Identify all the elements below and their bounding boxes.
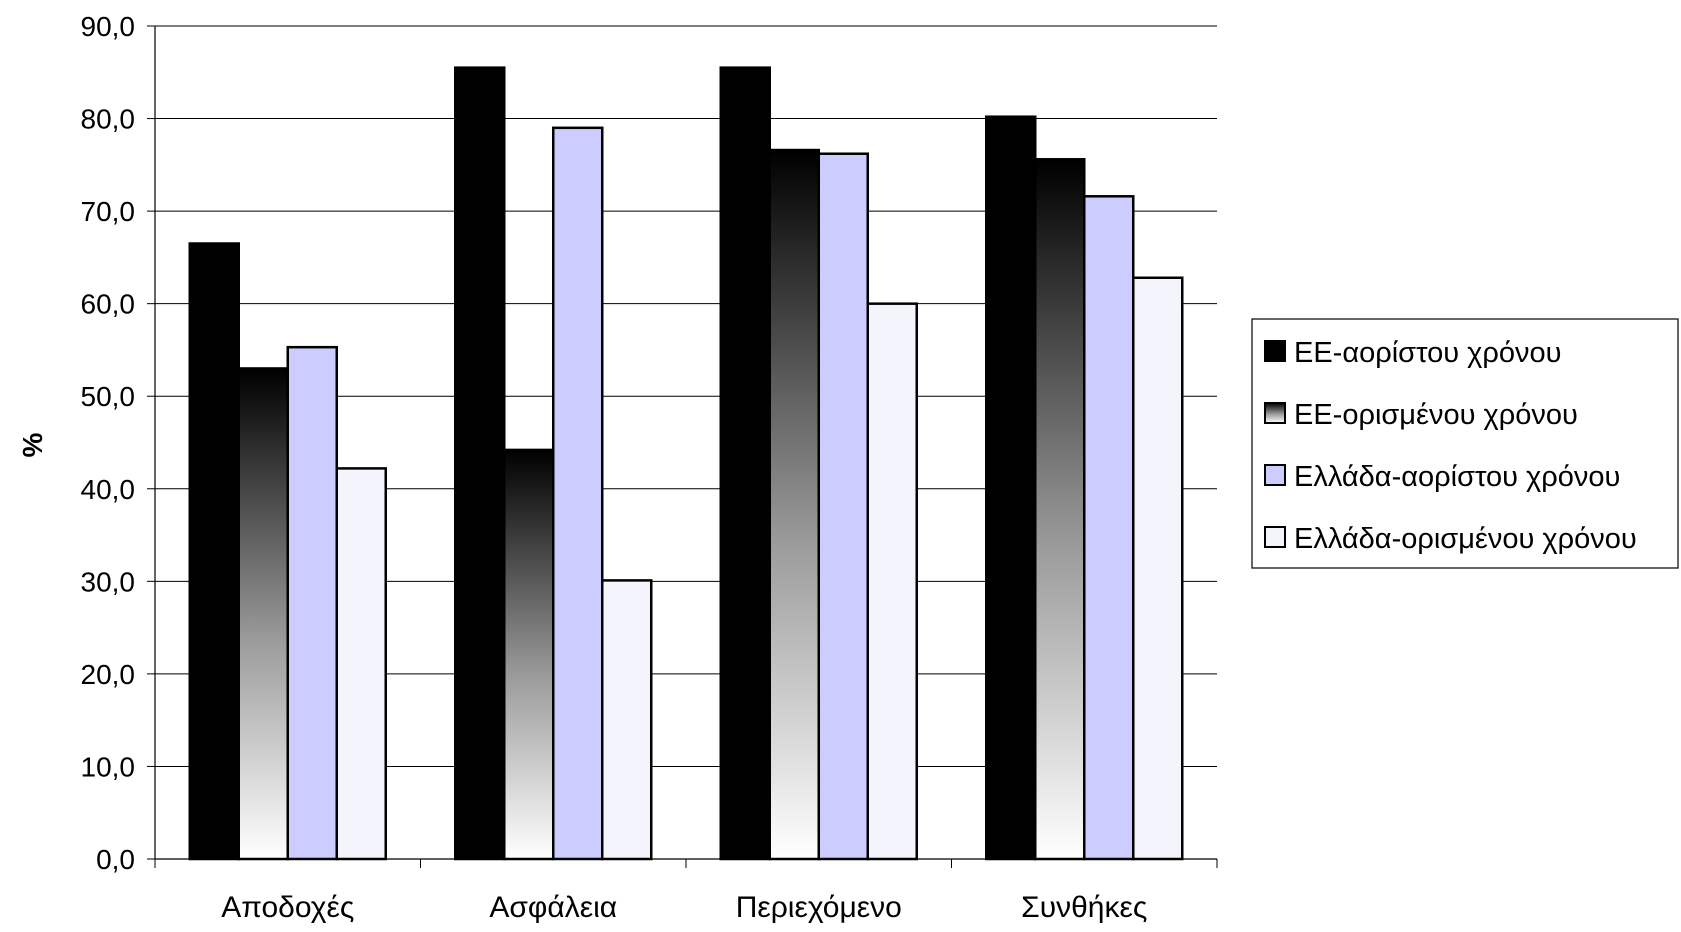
axes bbox=[147, 25, 1218, 868]
y-tick-label: 60,0 bbox=[81, 289, 136, 320]
bar bbox=[1083, 195, 1135, 861]
y-axis-title: % bbox=[17, 432, 48, 457]
y-tick-label: 10,0 bbox=[81, 751, 136, 782]
y-tick-label: 40,0 bbox=[81, 474, 136, 505]
bar bbox=[866, 302, 918, 861]
bar bbox=[454, 66, 506, 861]
y-tick-label: 20,0 bbox=[81, 659, 136, 690]
bar bbox=[817, 152, 869, 861]
legend-swatch bbox=[1264, 402, 1286, 424]
bar bbox=[237, 367, 289, 861]
y-tick-label: 30,0 bbox=[81, 566, 136, 597]
bar bbox=[335, 467, 387, 861]
x-category-label: Συνθήκες bbox=[1021, 891, 1147, 924]
x-category-label: Αποδοχές bbox=[221, 891, 354, 924]
bar bbox=[188, 242, 240, 861]
bar bbox=[552, 126, 604, 861]
legend-swatch bbox=[1264, 340, 1286, 362]
legend: ΕΕ-αορίστου χρόνου ΕΕ-ορισμένου χρόνου Ελλ… bbox=[1251, 318, 1679, 569]
bars bbox=[188, 66, 1184, 861]
legend-box bbox=[1251, 318, 1679, 569]
x-category-label: Περιεχόμενο bbox=[736, 891, 902, 924]
y-tick-label: 90,0 bbox=[81, 11, 136, 42]
bar bbox=[719, 66, 771, 861]
legend-label: ΕΕ-αορίστου χρόνου bbox=[1294, 337, 1562, 369]
bar bbox=[985, 115, 1037, 861]
x-category-label: Ασφάλεια bbox=[489, 891, 617, 924]
legend-swatch bbox=[1264, 464, 1286, 486]
bar bbox=[1034, 158, 1086, 861]
y-tick-label: 80,0 bbox=[81, 104, 136, 135]
bar bbox=[768, 148, 820, 861]
y-tick-label: 70,0 bbox=[81, 196, 136, 227]
bar bbox=[503, 448, 555, 861]
y-tick-label: 0,0 bbox=[96, 844, 135, 875]
tick-labels: 0,0 10,0 20,0 30,0 40,0 50,0 60,0 70,0 80,0 90,0 Α… bbox=[81, 11, 1148, 924]
legend-label: Ελλάδα-αορίστου χρόνου bbox=[1294, 461, 1620, 493]
y-tick-label: 50,0 bbox=[81, 381, 136, 412]
legend-label: Ελλάδα-ορισμένου χρόνου bbox=[1294, 523, 1637, 555]
bar bbox=[601, 579, 653, 861]
legend-swatch bbox=[1264, 526, 1286, 548]
legend-label: ΕΕ-ορισμένου χρόνου bbox=[1294, 399, 1578, 431]
bar bbox=[1132, 276, 1184, 861]
bar bbox=[286, 345, 338, 861]
